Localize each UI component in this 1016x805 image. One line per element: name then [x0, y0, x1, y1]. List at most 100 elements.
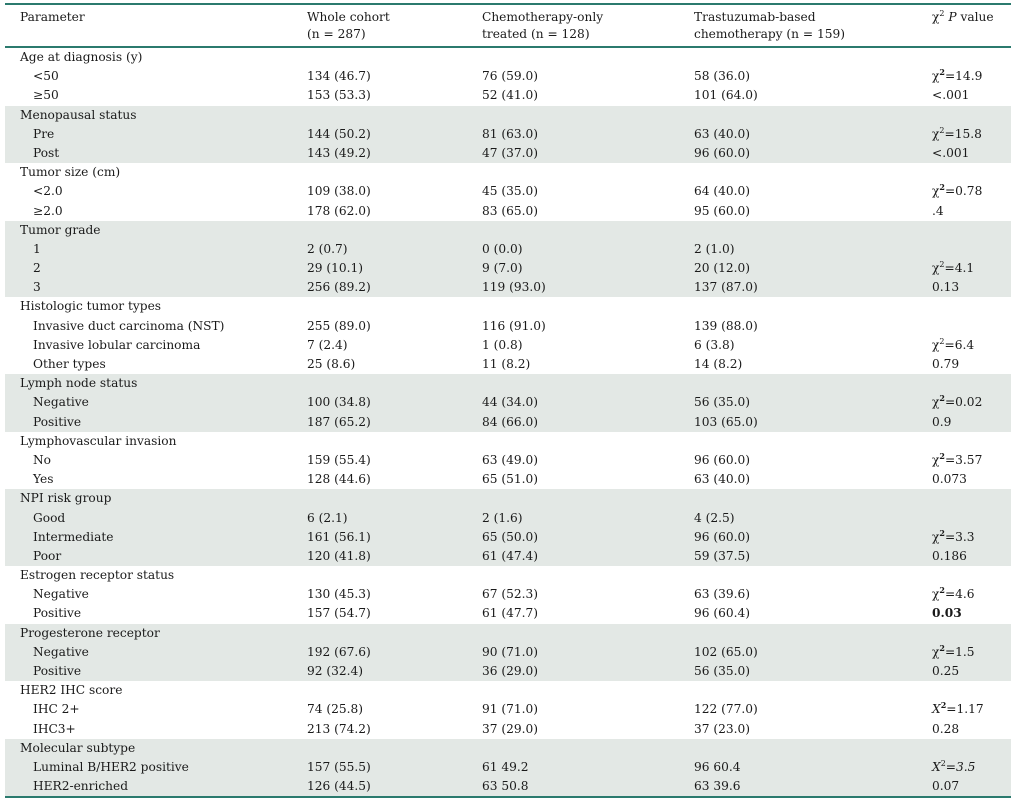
- group-title: Tumor grade: [20, 222, 101, 237]
- chi-value: =3.5: [945, 759, 976, 774]
- header-rule: [5, 46, 1011, 48]
- trastuzumab-value: 102 (65.0): [694, 644, 758, 659]
- chi-value: =0.78: [944, 184, 983, 199]
- chi-square-stat: χ2=0.02: [932, 393, 982, 412]
- table-row: <2.0 109 (38.0) 45 (35.0) 64 (40.0) χ2=0.78: [5, 182, 1011, 201]
- chemo-only-value: 63 (49.0): [482, 452, 539, 467]
- whole-cohort-value: 120 (41.8): [307, 548, 371, 563]
- table-row: Negative 130 (45.3) 67 (52.3) 63 (39.6) χ2=4…: [5, 585, 1011, 604]
- chi-value: =4.6: [944, 587, 975, 602]
- chi-sup: 2: [940, 700, 947, 711]
- chi-square-stat: X2=1.17: [932, 700, 984, 719]
- row-label: Yes: [33, 472, 54, 487]
- header-whole-line1: Whole cohort: [307, 10, 390, 24]
- chi-symbol: χ: [932, 587, 940, 602]
- chemo-only-value: 44 (34.0): [482, 395, 539, 410]
- table-row: IHC3+ 213 (74.2) 37 (29.0) 37 (23.0) 0.28: [5, 720, 1011, 739]
- header-chemo-only: Chemotherapy-only treated (n = 128): [482, 9, 603, 43]
- row-label: 1: [33, 241, 41, 256]
- whole-cohort-value: 100 (34.8): [307, 395, 371, 410]
- trastuzumab-value: 103 (65.0): [694, 414, 758, 429]
- whole-cohort-value: 6 (2.1): [307, 510, 348, 525]
- whole-cohort-value: 134 (46.7): [307, 69, 371, 84]
- whole-cohort-value: 192 (67.6): [307, 644, 371, 659]
- table-top-rule: [5, 3, 1011, 5]
- trastuzumab-value: 56 (35.0): [694, 395, 751, 410]
- table-row: IHC 2+ 74 (25.8) 91 (71.0) 122 (77.0) X2=1.1…: [5, 700, 1011, 719]
- group-title: NPI risk group: [20, 491, 112, 506]
- chemo-only-value: 67 (52.3): [482, 587, 539, 602]
- chi-square-stat: χ2=1.5: [932, 643, 975, 662]
- trastuzumab-value: 64 (40.0): [694, 184, 751, 199]
- whole-cohort-value: 144 (50.2): [307, 126, 371, 141]
- p-value: 0.03: [932, 606, 962, 621]
- row-label: <2.0: [33, 184, 63, 199]
- header-chemo-line1: Chemotherapy-only: [482, 10, 604, 24]
- group-title: Lymph node status: [20, 376, 138, 391]
- trastuzumab-value: 122 (77.0): [694, 702, 758, 717]
- row-label: HER2-enriched: [33, 779, 129, 794]
- row-label: No: [33, 452, 52, 467]
- chi-symbol: X: [932, 759, 941, 774]
- header-trast-line2: chemotherapy (n = 159): [694, 27, 845, 41]
- p-value: 0.186: [932, 548, 967, 563]
- trastuzumab-value: 6 (3.8): [694, 337, 735, 352]
- p-value: 0.13: [932, 280, 960, 295]
- trastuzumab-value: 56 (35.0): [694, 664, 751, 678]
- row-label: ≥2.0: [33, 203, 63, 218]
- table-row: <50 134 (46.7) 76 (59.0) 58 (36.0) χ2=14.9: [5, 67, 1011, 86]
- table-row: Other types 25 (8.6) 11 (8.2) 14 (8.2) 0.79: [5, 355, 1011, 374]
- chemo-only-value: 116 (91.0): [482, 318, 546, 333]
- table-row: Intermediate 161 (56.1) 65 (50.0) 96 (60.0)…: [5, 527, 1011, 547]
- chemo-only-value: 61 (47.4): [482, 548, 539, 563]
- p-value: 0.073: [932, 472, 967, 487]
- chemo-only-value: 61 (47.7): [482, 606, 539, 621]
- group-header-row: Progesterone receptor: [5, 623, 1011, 643]
- chemo-only-value: 36 (29.0): [482, 664, 539, 678]
- chi-sup: 2: [939, 393, 945, 404]
- row-label: Positive: [33, 606, 82, 621]
- header-whole-line2: (n = 287): [307, 27, 366, 41]
- trastuzumab-value: 96 60.4: [694, 759, 741, 774]
- trastuzumab-value: 20 (12.0): [694, 261, 751, 276]
- chi-square-stat: X2=3.5: [932, 758, 975, 777]
- whole-cohort-value: 256 (89.2): [307, 280, 371, 295]
- chemo-only-value: 2 (1.6): [482, 510, 523, 525]
- table-row: 1 2 (0.7) 0 (0.0) 2 (1.0): [5, 239, 1011, 260]
- chemo-only-value: 81 (63.0): [482, 126, 539, 141]
- chi-square-stat: χ2=0.78: [932, 182, 982, 201]
- table-row: Pre 144 (50.2) 81 (63.0) 63 (40.0) χ2=15.8: [5, 124, 1011, 144]
- chi-symbol: χ: [932, 10, 940, 24]
- table-row: Negative 100 (34.8) 44 (34.0) 56 (35.0) χ2=0…: [5, 393, 1011, 413]
- p-value: 0.25: [932, 664, 960, 678]
- row-label: 2: [33, 261, 41, 276]
- group-title: Age at diagnosis (y): [20, 50, 143, 64]
- row-label: Positive: [33, 414, 82, 429]
- group-title: Progesterone receptor: [20, 625, 160, 640]
- row-label: Poor: [33, 548, 62, 563]
- whole-cohort-value: 161 (56.1): [307, 529, 371, 544]
- trastuzumab-value: 96 (60.4): [694, 606, 751, 621]
- p-label: P: [948, 10, 957, 24]
- chi-symbol: χ: [932, 337, 940, 352]
- row-label: Good: [33, 510, 66, 525]
- whole-cohort-value: 2 (0.7): [307, 241, 348, 256]
- group-title: Tumor size (cm): [20, 165, 121, 180]
- row-label: 3: [33, 280, 41, 295]
- table-row: 3 256 (89.2) 119 (93.0) 137 (87.0) 0.13: [5, 278, 1011, 298]
- chi-symbol: χ: [932, 529, 940, 544]
- group-header-row: Molecular subtype: [5, 738, 1011, 758]
- chi-sup: 2: [939, 585, 945, 596]
- group-title: Menopausal status: [20, 107, 137, 122]
- trastuzumab-value: 96 (60.0): [694, 529, 751, 544]
- chi-value: =3.57: [944, 452, 983, 467]
- group-header-row: Histologic tumor types: [5, 297, 1011, 316]
- chemo-only-value: 91 (71.0): [482, 702, 539, 717]
- trastuzumab-value: 95 (60.0): [694, 203, 751, 218]
- chi-sup: 2: [939, 260, 945, 269]
- chemo-only-value: 76 (59.0): [482, 69, 539, 84]
- group-title: Molecular subtype: [20, 740, 136, 755]
- chi-value: =1.5: [944, 644, 975, 659]
- group-header-row: Lymphovascular invasion: [5, 432, 1011, 451]
- chi-square-stat: χ2=6.4: [932, 336, 974, 355]
